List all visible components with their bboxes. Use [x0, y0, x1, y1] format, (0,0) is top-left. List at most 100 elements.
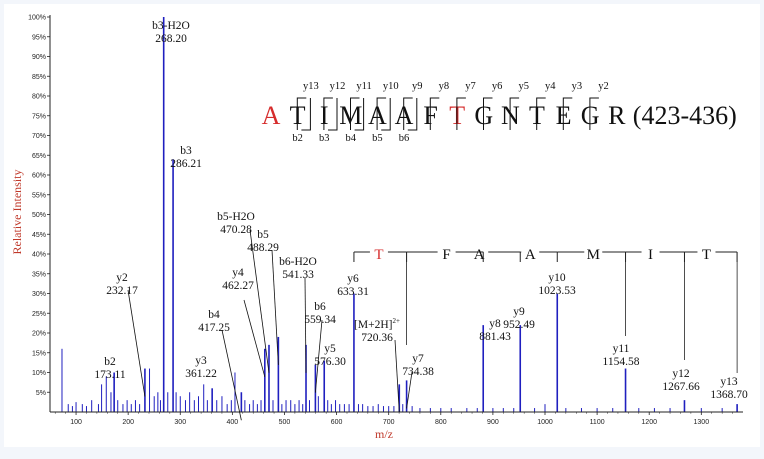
- peak-label-b6: b6: [314, 301, 326, 313]
- y-tick-label: 20%: [32, 331, 46, 338]
- ladder-residue-a: A: [474, 247, 485, 263]
- b-ion-bracket: [328, 98, 338, 131]
- leader-line: [127, 289, 146, 397]
- y-tick-label: 45%: [32, 232, 46, 239]
- b-ion-bracket: [354, 98, 365, 131]
- peak-label-y6: y6: [347, 273, 359, 285]
- x-tick-label: 600: [331, 419, 343, 426]
- y-ion-label: y8: [439, 81, 450, 92]
- y-ion-bracket: [376, 97, 387, 130]
- peak-label-b5h2o: b5-H2O: [217, 211, 255, 223]
- b-ion-label: b4: [346, 133, 357, 144]
- x-axis-label: m/z: [375, 427, 393, 441]
- peak-label-y4: y4: [232, 267, 244, 279]
- ladder-residue-m: M: [587, 247, 600, 263]
- ladder-residue-t: T: [702, 247, 711, 263]
- peak-mz-b6h2o: 541.33: [282, 269, 314, 281]
- b-ion-label: b3: [319, 133, 330, 144]
- peak-mz-b4: 417.25: [198, 322, 230, 334]
- y-ion-label: y5: [518, 81, 529, 92]
- sequence-residue-r: R: [608, 101, 626, 130]
- peak-mz-y13: 1368.70: [710, 389, 748, 401]
- x-tick-label: 800: [435, 419, 447, 426]
- ladder-residue-a: A: [525, 247, 536, 263]
- peak-label-b3h2o: b3-H2O: [152, 20, 190, 32]
- y-tick-label: 40%: [32, 252, 46, 259]
- y-tick-label: 60%: [32, 173, 46, 180]
- peak-mz-y8: 881.43: [479, 331, 511, 343]
- peak-mz-b5: 488.29: [247, 242, 279, 254]
- x-tick-label: 1200: [641, 419, 657, 426]
- leader-line: [243, 299, 266, 377]
- x-tick-label: 700: [383, 419, 395, 426]
- y-ion-bracket: [536, 97, 546, 130]
- leader-line: [221, 329, 242, 421]
- y-ion-bracket: [456, 97, 466, 130]
- y-tick-label: 35%: [32, 271, 46, 278]
- y-tick-label: 30%: [32, 291, 46, 298]
- peak-mz-m2h: 720.36: [361, 332, 393, 344]
- y-ion-label: y9: [412, 81, 423, 92]
- peak-mz-y5: 576.30: [314, 356, 346, 368]
- leader-line: [394, 339, 400, 413]
- leader-line: [314, 319, 323, 393]
- y-ion-label: y2: [598, 81, 609, 92]
- b-ion-label: b6: [399, 133, 410, 144]
- y-ion-bracket: [562, 97, 573, 130]
- y-ion-bracket: [403, 97, 413, 130]
- ladder-residue-f: F: [442, 247, 450, 263]
- y-ion-label: y13: [303, 81, 319, 92]
- y-tick-label: 80%: [32, 94, 46, 101]
- y-tick-label: 95%: [32, 34, 46, 41]
- peak-label-m2h: [M+2H]2+: [354, 317, 400, 331]
- x-tick-label: 200: [122, 419, 134, 426]
- y-ion-label: y11: [356, 81, 371, 92]
- peak-mz-y4: 462.27: [222, 280, 254, 292]
- y-ion-bracket: [509, 97, 520, 130]
- peak-label-y9: y9: [513, 306, 525, 318]
- leader-line: [406, 371, 413, 409]
- x-tick-label: 500: [279, 419, 291, 426]
- x-tick-label: 1300: [694, 419, 710, 426]
- y-ion-bracket: [350, 97, 360, 130]
- peak-labels-layer: b2173.11y2232.17b3-H2O268.20b3286.21y336…: [94, 20, 748, 421]
- peak-label-b2: b2: [104, 356, 116, 368]
- peak-label-y10: y10: [548, 272, 566, 284]
- y-ion-bracket: [589, 97, 599, 130]
- y-ion-bracket: [296, 97, 307, 130]
- peaks-layer: [61, 17, 738, 412]
- peak-label-y5: y5: [324, 343, 336, 355]
- peak-mz-y2: 232.17: [106, 285, 138, 297]
- y-tick-label: 5%: [36, 390, 46, 397]
- y-tick-label: 75%: [32, 113, 46, 120]
- peak-label-y3: y3: [195, 355, 207, 367]
- x-tick-label: 300: [174, 419, 186, 426]
- sequence-range: (423-436): [633, 101, 737, 130]
- peak-mz-y7: 734.38: [402, 366, 434, 378]
- y-ion-bracket: [323, 97, 333, 130]
- peak-mz-b3h2o: 268.20: [155, 33, 187, 45]
- y-tick-label: 50%: [32, 212, 46, 219]
- x-tick-label: 400: [227, 419, 239, 426]
- charge-superscript: 2+: [392, 317, 400, 325]
- y-axis-label: Relative Intensity: [10, 170, 24, 255]
- y-ion-label: y6: [492, 81, 503, 92]
- peak-mz-y12: 1267.66: [662, 381, 700, 393]
- peak-label-y2: y2: [116, 272, 128, 284]
- peak-mz-b5h2o: 470.28: [220, 224, 252, 236]
- x-tick-label: 1000: [537, 419, 553, 426]
- b-ion-label: b2: [292, 133, 303, 144]
- y-tick-label: 55%: [32, 192, 46, 199]
- leader-line: [249, 229, 270, 373]
- y-ion-label: y7: [465, 81, 476, 92]
- peak-label-b6h2o: b6-H2O: [279, 256, 317, 268]
- peak-mz-b2: 173.11: [94, 369, 125, 381]
- y-tick-label: 15%: [32, 350, 46, 357]
- peak-label-y11: y11: [613, 343, 630, 355]
- y-tick-label: 10%: [32, 370, 46, 377]
- y-ion-label: y12: [330, 81, 346, 92]
- y-tick-label: 85%: [32, 74, 46, 81]
